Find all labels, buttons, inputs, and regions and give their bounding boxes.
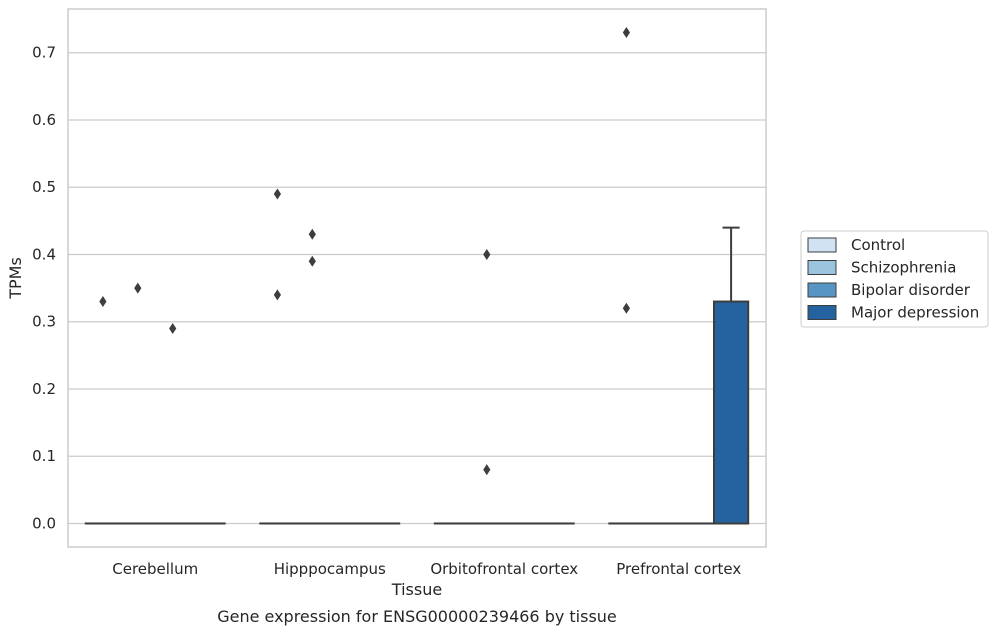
outlier-point <box>273 188 281 200</box>
y-tick-label: 0.3 <box>32 313 56 331</box>
grid <box>68 52 766 525</box>
y-tick-labels: 0.0 0.1 0.2 0.3 0.4 0.5 0.6 0.7 <box>32 44 56 533</box>
y-tick-label: 0.4 <box>32 245 56 263</box>
outlier-point <box>308 255 316 267</box>
y-tick-label: 0.6 <box>32 111 56 129</box>
x-tick-label: Prefrontal cortex <box>616 560 741 578</box>
x-tick-labels: Cerebellum Hipppocampus Orbitofrontal cort… <box>112 560 741 578</box>
outlier-point <box>622 27 630 39</box>
x-tick-label: Cerebellum <box>112 560 198 578</box>
legend-swatch <box>807 282 837 298</box>
y-tick-label: 0.2 <box>32 380 56 398</box>
y-axis-label: TPMs <box>6 257 25 300</box>
x-axis-label: Tissue <box>391 580 442 599</box>
legend-swatch <box>807 305 837 320</box>
y-tick-label: 0.5 <box>32 178 56 196</box>
y-tick-label: 0.1 <box>32 447 56 465</box>
outlier-point <box>483 248 491 260</box>
box <box>119 282 156 525</box>
plot-frame <box>67 8 767 548</box>
box-body <box>712 300 750 525</box>
x-tick-label: Orbitofrontal cortex <box>430 560 578 578</box>
legend-label: Control <box>851 236 905 254</box>
legend-label: Schizophrenia <box>851 259 956 277</box>
box <box>712 226 750 525</box>
y-tick-label: 0.7 <box>32 44 56 62</box>
legend: Control Schizophrenia Bipolar disorder Majo… <box>800 230 989 328</box>
outlier-point <box>273 289 281 301</box>
legend-label: Bipolar disorder <box>851 281 971 299</box>
legend-frame <box>800 230 989 328</box>
outlier-point <box>622 302 630 314</box>
plot-area <box>68 9 766 547</box>
x-tick-label: Hipppocampus <box>274 560 386 578</box>
legend-swatch <box>807 260 837 275</box>
outlier-point <box>134 282 142 294</box>
box <box>608 27 645 525</box>
legend-label: Major depression <box>851 304 979 322</box>
boxes <box>84 27 750 525</box>
outlier-point <box>169 322 177 334</box>
legend-swatch <box>807 237 837 253</box>
outlier-point <box>308 228 316 240</box>
outlier-point <box>483 464 491 476</box>
chart-title: Gene expression for ENSG00000239466 by t… <box>217 607 617 626</box>
outlier-point <box>99 296 107 308</box>
y-tick-label: 0.0 <box>32 514 56 532</box>
